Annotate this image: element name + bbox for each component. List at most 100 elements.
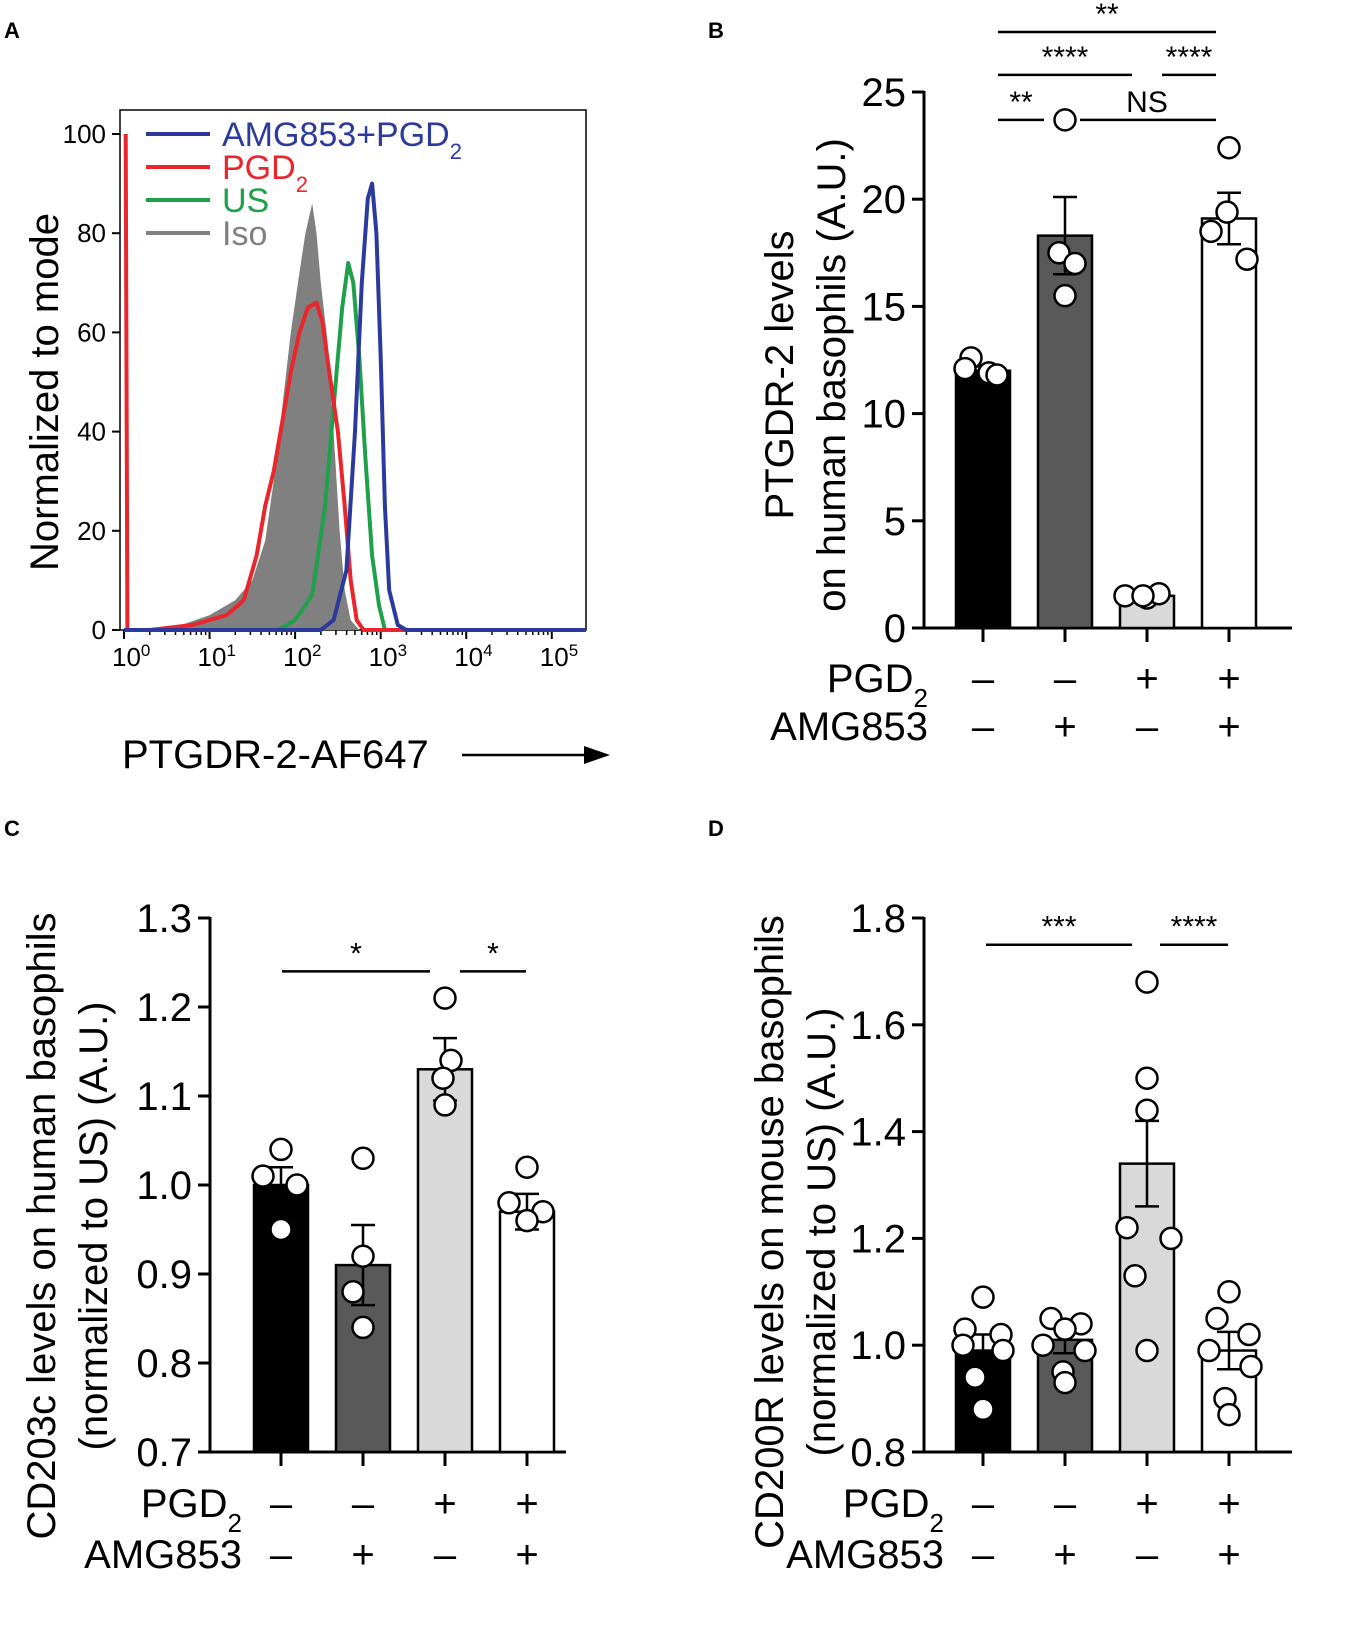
panel-d-data-point — [1135, 1338, 1159, 1363]
panel-c-condition-pgd2-value: + — [433, 1482, 456, 1526]
panel-a-series-us-line — [124, 261, 586, 632]
panel-a-x-tick-label: 102 — [283, 641, 321, 672]
panel-c-condition-pgd2-value: – — [270, 1482, 293, 1526]
panel-a-y-tick-label: 60 — [77, 317, 106, 347]
panel-a-y-tick-label: 20 — [77, 516, 106, 546]
panel-a-x-tick-label: 105 — [540, 641, 578, 672]
panel-d-data-point — [1115, 1215, 1139, 1240]
panel-b-condition-amg853-value: + — [1053, 705, 1076, 749]
panel-b-significance-label: ** — [1009, 86, 1033, 119]
panel-b-y-tick-label: 10 — [862, 393, 907, 437]
panel-a-legend-label: US — [222, 182, 269, 220]
panel-c-condition-amg853-value: – — [434, 1533, 457, 1577]
panel-d-data-point — [1135, 1066, 1159, 1090]
panel-c-y-tick-label: 1.0 — [136, 1164, 192, 1208]
panel-b-data-point — [1235, 247, 1259, 271]
panel-a-y-axis-title: Normalized to mode — [23, 213, 67, 571]
panel-d-data-point — [1197, 1338, 1221, 1363]
panel-d-y-tick-label: 1.4 — [850, 1111, 906, 1155]
panel-a-y-tick-label: 0 — [92, 615, 106, 645]
panel-c-data-point — [433, 986, 457, 1010]
panel-b-significance-label: ** — [1095, 0, 1119, 31]
panel-b-condition-pgd2-value: + — [1135, 657, 1158, 701]
panel-c-data-point — [285, 1173, 309, 1197]
panel-a-x-tick-label: 103 — [369, 641, 407, 672]
panel-c-condition-amg853-label: AMG853 — [84, 1533, 242, 1577]
panel-b-data-point — [1047, 241, 1071, 265]
panel-d-data-point — [1073, 1338, 1097, 1363]
panel-a-histogram: Normalized to mode 0 20 40 60 80 100 100 101 102… — [23, 109, 610, 777]
panel-d-data-point — [1237, 1322, 1261, 1347]
panel-b-y-tick-label: 0 — [884, 607, 906, 651]
panel-c-y-tick-label: 0.7 — [136, 1431, 192, 1475]
panel-b-condition-pgd2-value: – — [972, 657, 995, 701]
panel-d-y-tick-label: 1.8 — [850, 897, 906, 941]
panel-d-data-point — [971, 1397, 995, 1422]
panel-b-condition-amg853-value: + — [1217, 705, 1240, 749]
panel-b-condition-pgd2-value: + — [1217, 657, 1240, 701]
panel-a-legend-label: Iso — [222, 215, 267, 253]
panel-d-condition-pgd2-value: + — [1135, 1482, 1158, 1526]
panel-c-data-point — [351, 1146, 375, 1171]
panel-b-y-tick-label: 25 — [862, 71, 907, 115]
panel-c-y-tick-label: 0.8 — [136, 1342, 192, 1386]
panel-c-data-point — [515, 1208, 539, 1233]
panel-c-y-tick-label: 1.1 — [136, 1075, 192, 1119]
panel-b-data-point — [1199, 219, 1223, 244]
panel-a-y-tick-label: 80 — [77, 218, 106, 248]
panel-a-series-amg853pgd-line — [124, 181, 586, 632]
panel-b-y-axis-title-line2: on human basophils (A.U.) — [810, 138, 854, 612]
panel-b-condition-amg853-value: – — [972, 705, 995, 749]
panel-b-data-point — [1215, 200, 1239, 224]
panel-d-data-point — [1135, 1098, 1159, 1122]
panel-b-y-axis-title-line1: PTGDR-2 levels — [758, 231, 802, 520]
panel-d-y-tick-label: 1.2 — [850, 1217, 906, 1261]
panel-c-y-axis-title-line2: (normalized to US) (A.U.) — [72, 1002, 116, 1451]
panel-a-y-tick-label: 100 — [63, 119, 106, 149]
panel-c-data-point — [433, 1093, 457, 1117]
panel-b-data-point — [1053, 283, 1077, 308]
panel-a-x-tick-label: 104 — [454, 641, 492, 672]
panel-c-y-tick-label: 1.3 — [136, 897, 192, 941]
panel-d-condition-amg853-value: – — [1136, 1533, 1159, 1577]
panel-a-x-axis-title: PTGDR-2-AF647 — [122, 733, 429, 777]
panel-b-data-point — [1053, 108, 1077, 132]
panel-b-condition-amg853-label: AMG853 — [770, 705, 928, 749]
panel-d-condition-amg853-value: + — [1217, 1533, 1240, 1577]
panel-d-data-point — [1205, 1306, 1229, 1331]
panel-b-data-point — [1063, 251, 1087, 276]
panel-c-bar-1 — [252, 1183, 310, 1454]
panel-c-letter: C — [4, 816, 20, 841]
panel-d-data-point — [963, 1365, 987, 1389]
panel-d-y-tick-label: 1.0 — [850, 1324, 906, 1368]
panel-b-bar-1 — [954, 369, 1012, 630]
panel-c-bar-4 — [498, 1210, 556, 1454]
panel-d-significance-label: **** — [1171, 911, 1218, 944]
panel-d-data-point — [1217, 1402, 1241, 1427]
panel-c-condition-pgd2-value: – — [352, 1482, 375, 1526]
panel-d-condition-pgd2-value: – — [1054, 1482, 1077, 1526]
panel-d-data-point — [971, 1285, 995, 1309]
panel-d-data-point — [991, 1338, 1015, 1363]
panel-d-significance-label: *** — [1041, 911, 1076, 944]
panel-c-significance-label: * — [487, 937, 499, 970]
panel-c-data-point — [251, 1164, 275, 1188]
panel-c-y-axis-title-line1: CD203c levels on human basophils — [20, 912, 64, 1539]
panel-c-bar-3 — [416, 1068, 474, 1454]
panel-c-data-point — [351, 1315, 375, 1340]
panel-b-data-point — [953, 356, 977, 381]
panel-d-bar-3 — [1118, 1162, 1176, 1454]
panel-a-x-arrow — [462, 746, 610, 764]
panel-c-data-point — [515, 1155, 539, 1179]
panel-d-letter: D — [708, 816, 724, 841]
panel-a-x-tick-label: 100 — [112, 641, 150, 672]
panel-b-letter: B — [708, 18, 724, 43]
panel-d-data-point — [1053, 1370, 1077, 1395]
panel-d-condition-amg853-label: AMG853 — [786, 1533, 944, 1577]
panel-b-significance-label: **** — [1042, 41, 1089, 74]
panel-b-data-point — [1131, 584, 1155, 608]
panel-b-data-point — [985, 363, 1009, 387]
panel-c-significance-label: * — [350, 937, 362, 970]
panel-b-significance-label: NS — [1126, 86, 1168, 119]
